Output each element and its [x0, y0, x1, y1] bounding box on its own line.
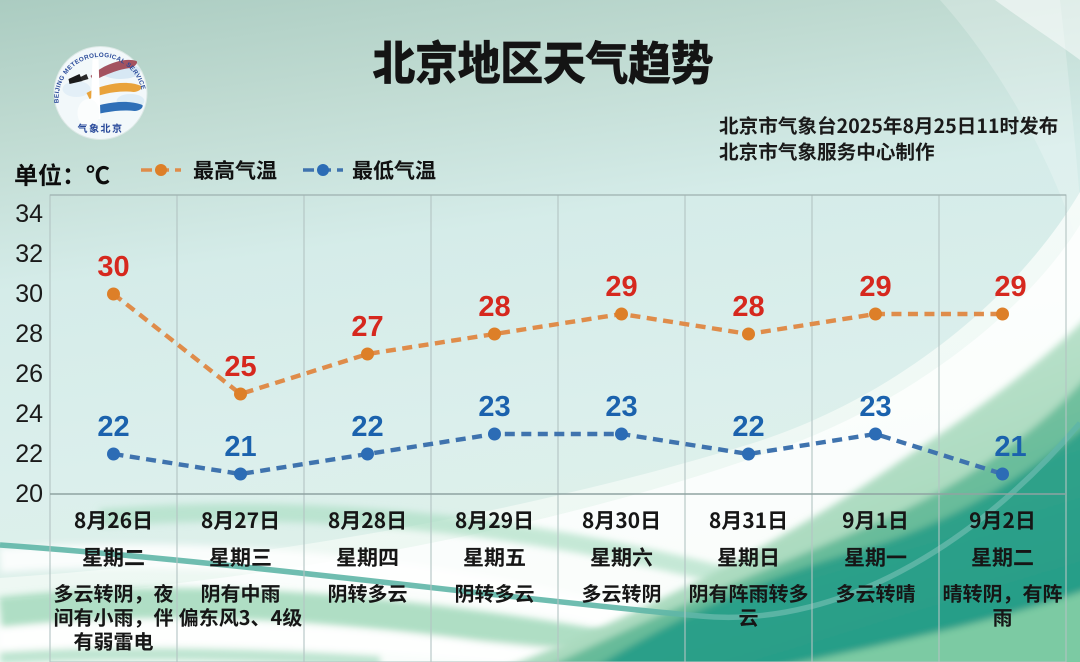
- svg-text:22: 22: [97, 411, 129, 443]
- svg-text:24: 24: [15, 400, 43, 428]
- svg-text:25: 25: [224, 351, 256, 383]
- svg-text:28: 28: [478, 291, 510, 323]
- svg-text:30: 30: [15, 280, 43, 308]
- svg-text:29: 29: [859, 271, 891, 303]
- svg-text:32: 32: [15, 240, 43, 268]
- svg-text:22: 22: [732, 411, 764, 443]
- svg-text:34: 34: [15, 200, 43, 228]
- svg-text:28: 28: [15, 320, 43, 348]
- svg-text:22: 22: [15, 440, 43, 468]
- svg-text:27: 27: [351, 311, 383, 343]
- svg-text:21: 21: [994, 431, 1026, 463]
- svg-text:21: 21: [224, 431, 256, 463]
- svg-text:23: 23: [859, 391, 891, 423]
- svg-text:29: 29: [605, 271, 637, 303]
- svg-text:30: 30: [97, 251, 129, 283]
- svg-text:26: 26: [15, 360, 43, 388]
- svg-text:28: 28: [732, 291, 764, 323]
- svg-text:23: 23: [478, 391, 510, 423]
- svg-text:23: 23: [605, 391, 637, 423]
- svg-text:29: 29: [994, 271, 1026, 303]
- svg-text:22: 22: [351, 411, 383, 443]
- svg-text:20: 20: [15, 480, 43, 508]
